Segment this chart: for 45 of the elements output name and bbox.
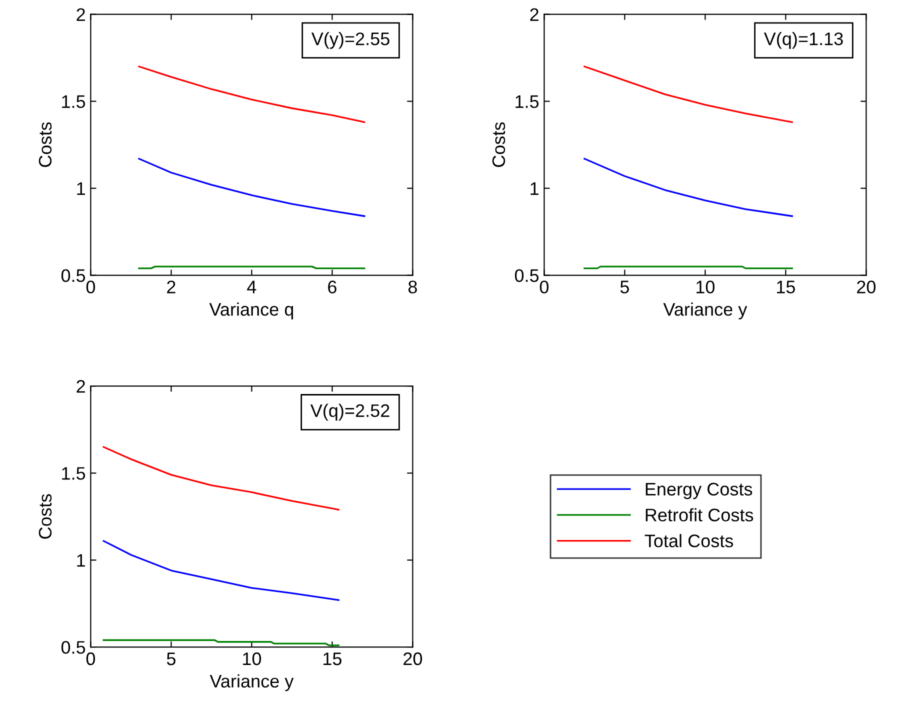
x-tick-label: 5 xyxy=(620,280,629,294)
x-tick-label: 10 xyxy=(243,652,262,666)
legend-label: Energy Costs xyxy=(646,482,752,500)
x-tick-label: 10 xyxy=(696,280,715,294)
line-series xyxy=(102,446,340,510)
line-series xyxy=(102,540,340,601)
y-tick-label: 0.5 xyxy=(61,641,86,654)
x-tick-label: 15 xyxy=(324,652,342,666)
x-axis-title: Variance y xyxy=(210,674,294,692)
x-tick-label: 8 xyxy=(408,280,417,294)
x-tick-label: 0 xyxy=(86,280,96,294)
line-series xyxy=(138,158,366,217)
annotation: V(y)=2.55 xyxy=(311,32,390,49)
annotation: V(q)=2.52 xyxy=(310,404,390,421)
y-tick-label: 2 xyxy=(76,380,85,393)
legend-label: Retrofit Costs xyxy=(646,508,754,522)
y-tick-label: 1.5 xyxy=(516,95,539,108)
y-tick-label: 0.5 xyxy=(61,269,86,282)
y-axis-title: Costs xyxy=(38,122,52,167)
x-tick-label: 0 xyxy=(540,280,549,294)
y-tick-label: 1.5 xyxy=(62,95,86,108)
x-axis-title: Variance y xyxy=(663,302,748,320)
y-tick-label: 2 xyxy=(530,8,538,21)
x-tick-label: 5 xyxy=(166,652,176,666)
x-tick-label: 6 xyxy=(328,280,336,294)
y-tick-label: 2 xyxy=(76,8,85,21)
x-tick-label: 4 xyxy=(247,280,256,294)
x-tick-label: 15 xyxy=(777,280,795,294)
line-series xyxy=(138,66,366,124)
y-tick-label: 1 xyxy=(77,554,85,567)
x-tick-label: 20 xyxy=(857,280,876,294)
y-tick-label: 1 xyxy=(77,182,85,195)
y-tick-label: 1 xyxy=(530,182,538,195)
line-series xyxy=(584,158,793,217)
y-tick-label: 1.5 xyxy=(62,467,86,480)
annotation: V(q)=1.13 xyxy=(764,32,843,49)
y-axis-title: Costs xyxy=(38,494,52,539)
x-axis-title: Variance q xyxy=(209,302,294,320)
y-tick-label: 0.5 xyxy=(514,269,539,282)
y-axis-title: Costs xyxy=(492,122,506,167)
x-tick-label: 0 xyxy=(86,652,96,666)
x-tick-label: 2 xyxy=(167,280,176,294)
line-series xyxy=(584,66,793,124)
legend-label: Total Costs xyxy=(644,534,734,548)
x-tick-label: 20 xyxy=(404,652,422,666)
